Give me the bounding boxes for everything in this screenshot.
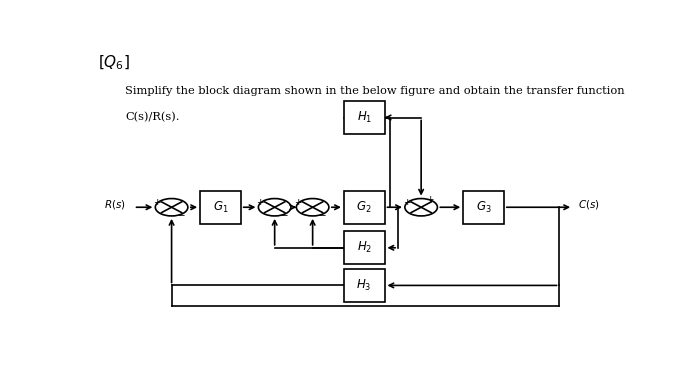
Text: $H_2$: $H_2$ [356,240,372,255]
Text: +: + [256,198,264,207]
Bar [344,101,384,134]
Text: −: − [318,211,326,220]
Bar [344,231,384,264]
Text: $H_1$: $H_1$ [356,110,372,125]
Text: C(s)/R(s).: C(s)/R(s). [125,112,180,122]
Text: −: − [177,211,184,220]
Text: $[Q_6]$: $[Q_6]$ [98,54,130,72]
Text: $G_2$: $G_2$ [356,200,372,215]
Text: −: − [280,211,288,220]
Circle shape [405,199,438,216]
Circle shape [155,199,188,216]
Text: $C(s)$: $C(s)$ [578,199,601,211]
Text: Simplify the block diagram shown in the below figure and obtain the transfer fun: Simplify the block diagram shown in the … [125,86,625,96]
Bar [200,191,241,224]
Circle shape [258,199,291,216]
Bar [344,269,384,302]
Text: $R(s)$: $R(s)$ [104,199,125,211]
Text: +: + [153,198,161,207]
Bar [344,191,384,224]
Text: $G_3$: $G_3$ [476,200,491,215]
Text: +: + [426,196,434,205]
Text: $G_1$: $G_1$ [213,200,228,215]
Text: +: + [294,198,302,207]
Circle shape [296,199,329,216]
Text: $H_3$: $H_3$ [356,278,372,293]
Bar [463,191,504,224]
Text: +: + [402,198,410,207]
